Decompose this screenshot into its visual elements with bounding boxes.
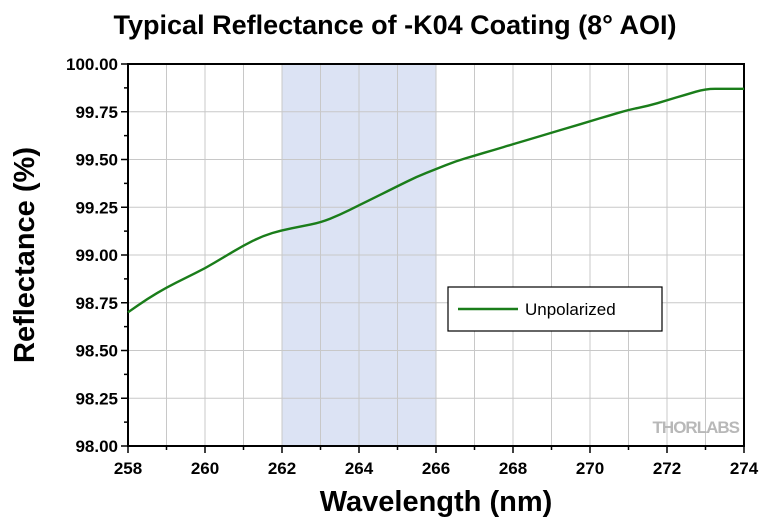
legend: Unpolarized bbox=[447, 286, 663, 332]
x-tick-label: 270 bbox=[576, 459, 604, 478]
x-tick-label: 264 bbox=[345, 459, 374, 478]
y-tick-label: 98.75 bbox=[75, 294, 118, 313]
x-tick-label: 274 bbox=[730, 459, 759, 478]
x-ticks: 258 260 262 264 266 268 270 272 274 bbox=[114, 446, 759, 478]
y-tick-label: 99.75 bbox=[75, 103, 118, 122]
legend-label-unpolarized: Unpolarized bbox=[525, 300, 616, 319]
chart-title: Typical Reflectance of -K04 Coating (8° … bbox=[114, 10, 677, 40]
grid-lines bbox=[128, 64, 744, 446]
x-tick-label: 260 bbox=[191, 459, 219, 478]
x-axis-title: Wavelength (nm) bbox=[320, 486, 553, 518]
y-tick-label: 99.25 bbox=[75, 198, 118, 217]
y-tick-label: 99.00 bbox=[75, 246, 118, 265]
x-tick-label: 272 bbox=[653, 459, 681, 478]
y-tick-label: 98.50 bbox=[75, 342, 118, 361]
thorlabs-logo: THORLABS bbox=[653, 418, 740, 437]
x-tick-label: 262 bbox=[268, 459, 296, 478]
series-line-unpolarized bbox=[127, 87, 744, 314]
y-tick-label: 98.00 bbox=[75, 437, 118, 456]
y-tick-label: 98.25 bbox=[75, 389, 118, 408]
y-axis-title: Reflectance (%) bbox=[9, 147, 41, 363]
y-tick-label: 99.50 bbox=[75, 151, 118, 170]
x-tick-label: 266 bbox=[422, 459, 450, 478]
x-tick-label: 258 bbox=[114, 459, 142, 478]
y-ticks: 98.00 98.25 98.50 98.75 99.00 99.25 99.50 99.75… bbox=[66, 55, 128, 456]
y-tick-label: 100.00 bbox=[66, 55, 118, 74]
x-tick-label: 268 bbox=[499, 459, 527, 478]
